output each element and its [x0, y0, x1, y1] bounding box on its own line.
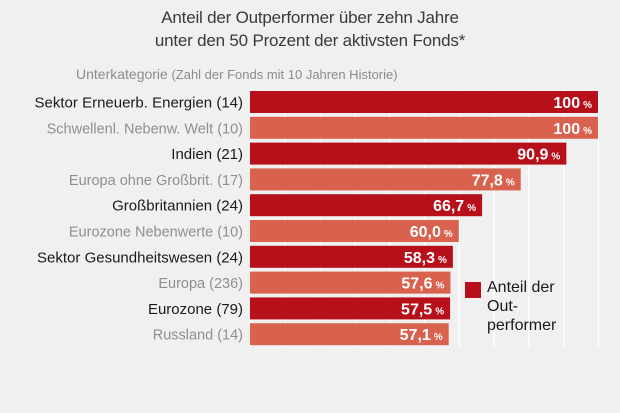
- category-label: Schwellenl. Nebenw. Welt (10): [47, 121, 243, 137]
- bar: [250, 297, 451, 320]
- data-label: 90,9%: [517, 147, 560, 164]
- data-label: 77,8%: [472, 172, 515, 189]
- category-label: Sektor Gesundheitswesen (24): [37, 249, 243, 266]
- chart-title-line-1: Anteil der Outperformer über zehn Jahre: [161, 8, 459, 27]
- bar: [250, 168, 521, 191]
- data-label: 100%: [553, 95, 592, 112]
- data-label: 57,6%: [401, 276, 444, 293]
- legend-swatch: [465, 282, 481, 298]
- data-label: 57,1%: [400, 327, 443, 344]
- category-header: Unterkategorie (Zahl der Fonds mit 10 Ja…: [76, 66, 398, 82]
- category-label: Großbritannien (24): [112, 198, 243, 215]
- category-label: Sektor Erneuerb. Energien (14): [35, 95, 243, 112]
- bar: [250, 116, 598, 139]
- category-label: Indien (21): [171, 146, 243, 163]
- bar: [250, 245, 453, 268]
- chart-title-line-2: unter den 50 Prozent der aktivsten Fonds…: [154, 31, 466, 50]
- bar: [250, 271, 451, 294]
- category-label: Russland (14): [153, 328, 243, 344]
- bar: [250, 91, 598, 113]
- category-header-main: Unterkategorie: [76, 66, 168, 82]
- category-label: Europa ohne Großbrit. (17): [69, 173, 243, 189]
- category-header-note: (Zahl der Fonds mit 10 Jahren Historie): [167, 67, 398, 82]
- data-label: 100%: [553, 121, 592, 138]
- bar: [250, 194, 483, 217]
- data-label: 66,7%: [433, 198, 476, 215]
- bar: [250, 323, 449, 346]
- data-label: 58,3%: [404, 250, 447, 267]
- category-label: Eurozone (79): [148, 301, 243, 318]
- category-label: Eurozone Nebenwerte (10): [69, 225, 243, 241]
- bar: [250, 142, 567, 165]
- bar: [250, 220, 459, 242]
- legend-label: Anteil der Out-performer: [487, 279, 557, 334]
- data-label: 60,0%: [410, 224, 453, 241]
- category-label: Europa (236): [158, 276, 243, 292]
- data-label: 57,5%: [401, 301, 444, 318]
